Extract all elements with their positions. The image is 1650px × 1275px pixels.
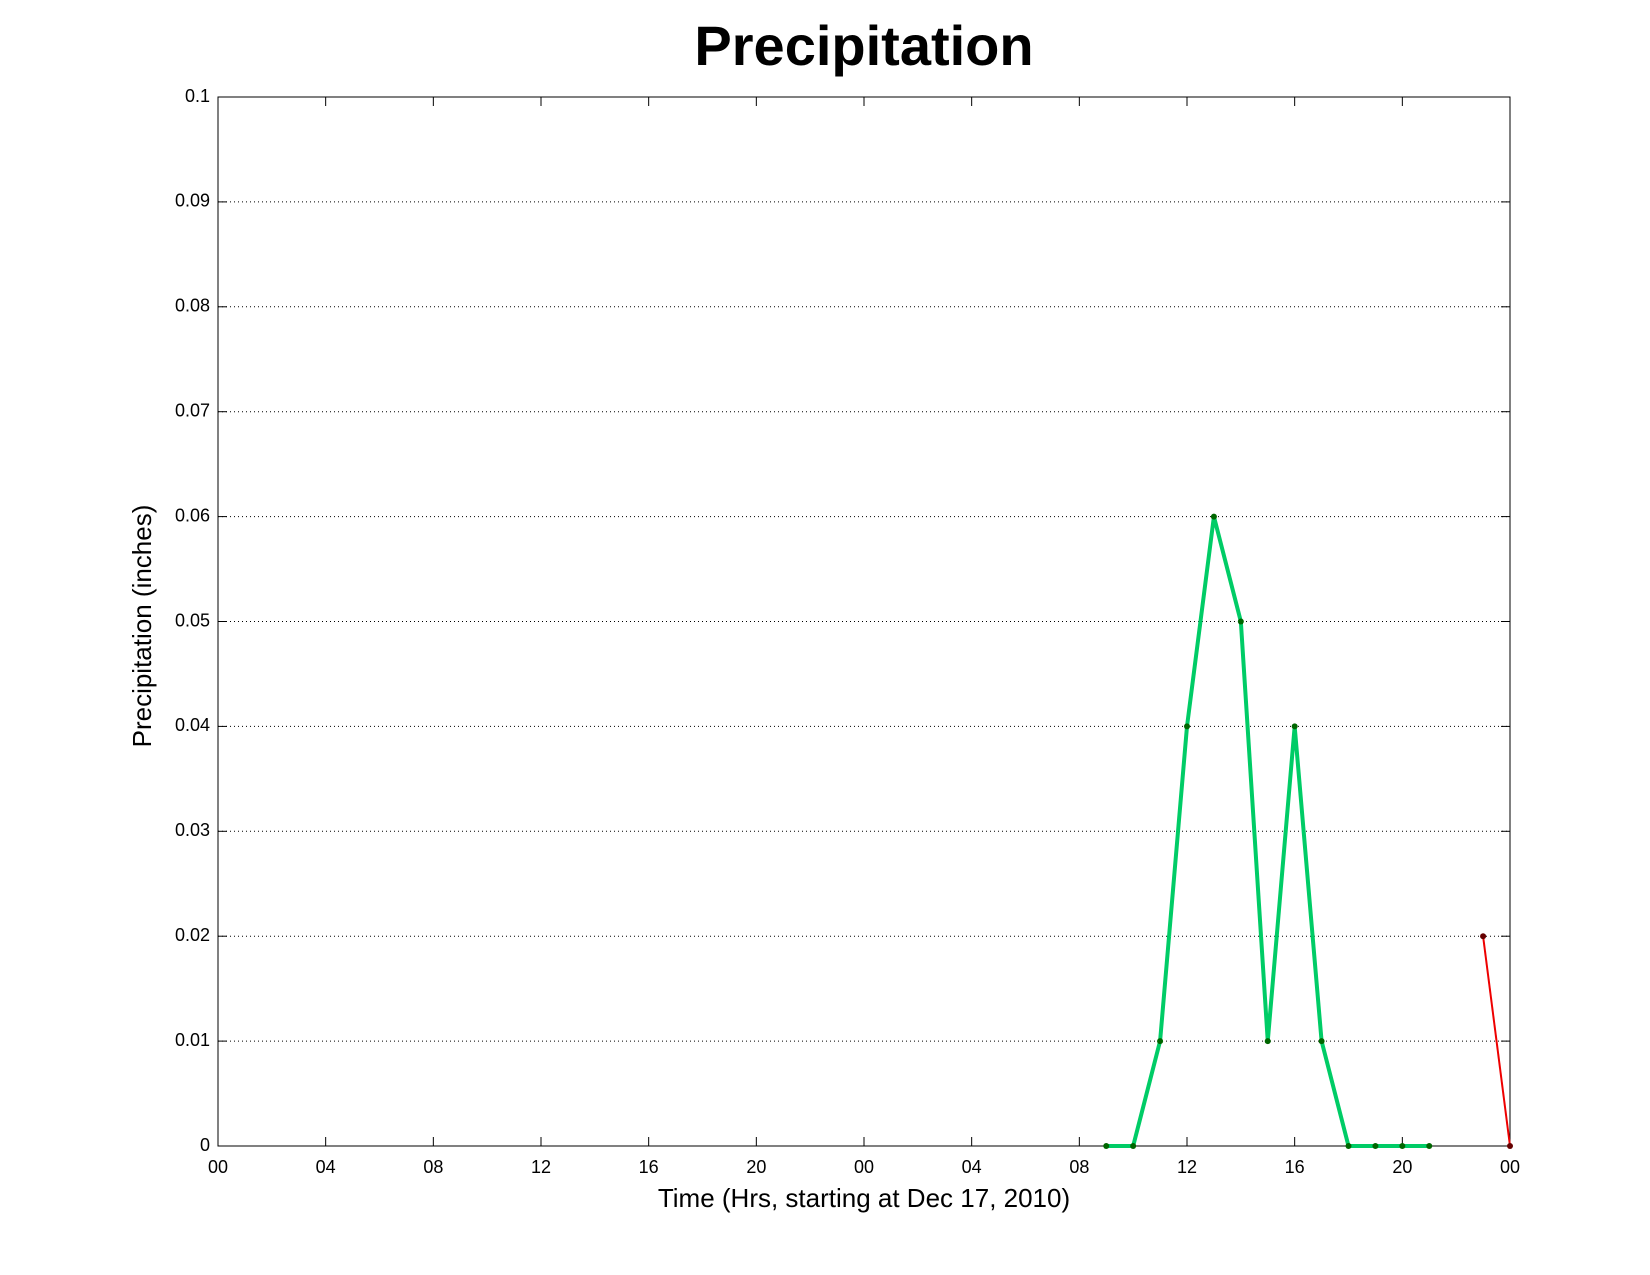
y-tick-label: 0.06 xyxy=(175,505,210,525)
data-point xyxy=(1480,933,1487,940)
data-point xyxy=(1264,1038,1271,1045)
data-point xyxy=(1210,513,1217,520)
y-tick-label: 0.02 xyxy=(175,925,210,945)
x-tick-label: 16 xyxy=(1285,1157,1305,1177)
data-point xyxy=(1318,1038,1325,1045)
x-tick-label: 00 xyxy=(1500,1157,1520,1177)
data-point xyxy=(1399,1143,1406,1149)
y-tick-label: 0.03 xyxy=(175,820,210,840)
data-point xyxy=(1103,1143,1110,1149)
y-tick-label: 0.05 xyxy=(175,610,210,630)
y-tick-label: 0.08 xyxy=(175,296,210,316)
y-tick-label: 0.04 xyxy=(175,715,210,735)
x-tick-label: 20 xyxy=(1392,1157,1412,1177)
x-axis-label: Time (Hrs, starting at Dec 17, 2010) xyxy=(658,1183,1070,1213)
x-tick-label: 00 xyxy=(854,1157,874,1177)
data-point xyxy=(1507,1143,1513,1149)
x-tick-label: 12 xyxy=(1177,1157,1197,1177)
data-point xyxy=(1157,1038,1164,1045)
y-tick-label: 0 xyxy=(200,1135,210,1155)
data-point xyxy=(1345,1143,1352,1149)
y-tick-label: 0.01 xyxy=(175,1030,210,1050)
data-point xyxy=(1426,1143,1433,1149)
y-axis-label: Precipitation (inches) xyxy=(127,505,157,748)
data-point xyxy=(1237,618,1244,625)
series-line xyxy=(1482,936,1511,1147)
data-point xyxy=(1184,723,1190,730)
x-tick-label: 08 xyxy=(1069,1157,1089,1177)
x-tick-label: 16 xyxy=(639,1157,659,1177)
x-tick-label: 20 xyxy=(746,1157,766,1177)
x-tick-label: 08 xyxy=(423,1157,443,1177)
plot-frame xyxy=(217,96,1511,1147)
x-tick-label: 04 xyxy=(962,1157,982,1177)
y-tick-label: 0.07 xyxy=(175,400,210,420)
data-point xyxy=(1372,1143,1379,1149)
y-tick-label: 0.09 xyxy=(175,191,210,211)
data-point xyxy=(1291,723,1298,730)
data-point xyxy=(1130,1143,1137,1149)
x-tick-label: 12 xyxy=(531,1157,551,1177)
x-tick-label: 00 xyxy=(208,1157,228,1177)
y-tick-label: 0.1 xyxy=(185,86,210,106)
chart-title: Precipitation xyxy=(694,14,1033,77)
x-tick-label: 04 xyxy=(316,1157,336,1177)
